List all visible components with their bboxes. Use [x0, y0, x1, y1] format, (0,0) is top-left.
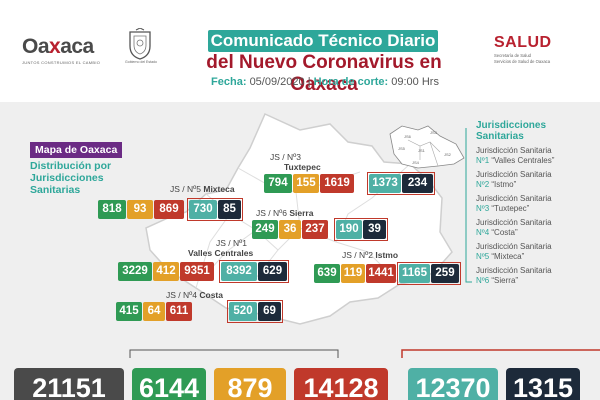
map-title: Mapa de Oaxaca — [30, 142, 123, 158]
salud-sub-2: Servicios de Salud de Oaxaca — [494, 59, 551, 64]
salud-logo: SALUD Secretaría de Salud Servicios de S… — [494, 34, 552, 64]
legend-item: Jurisdicción Sanitaria Nº6 “Sierra” — [476, 266, 552, 285]
js1-frame — [219, 260, 289, 283]
js1-value-orange: 412 — [153, 262, 179, 281]
legend-item: Jurisdicción Sanitaria Nº5 “Mixteca” — [476, 242, 552, 261]
js5-value-teal: 730 — [189, 200, 217, 219]
js2-value-teal: 1165 — [399, 264, 430, 283]
js2-value-green: 639 — [314, 264, 340, 283]
mini-label-js4: JS4 — [412, 160, 420, 165]
js5-value-red: 869 — [154, 200, 184, 219]
total-green: 6144 — [132, 368, 206, 400]
title-line-2: del Nuevo Coronavirus en Oaxaca — [206, 52, 442, 95]
js6-frame — [334, 218, 388, 241]
js2-label: JS / Nº2 Istmo — [342, 250, 399, 260]
legend-item: Jurisdicción Sanitaria Nº4 “Costa” — [476, 218, 552, 237]
header: Oaxaca JUNTOS CONSTRUIMOS EL CAMBIO Gobi… — [0, 0, 600, 102]
js1-label: JS / Nº1 — [216, 238, 247, 248]
js3-value-teal: 1373 — [369, 174, 401, 193]
time-label: Hora de corte: — [313, 76, 389, 88]
government-seal-icon — [129, 28, 151, 60]
legend-list: Jurisdicción Sanitaria Nº1 “Valles Centra… — [476, 146, 594, 290]
js3-value-red: 1619 — [320, 174, 354, 193]
oaxaca-logo: Oaxaca JUNTOS CONSTRUIMOS EL CAMBIO — [22, 35, 100, 65]
legend-title: Jurisdicciones Sanitarias — [476, 120, 547, 142]
time-value: 09:00 Hrs — [391, 76, 439, 88]
js5-value-navy: 85 — [218, 200, 241, 219]
salud-word: SALUD — [494, 34, 552, 51]
date-line: Fecha: 05/09/2020 | Hora de corte: 09:00… — [190, 75, 460, 89]
total-navy: 1315 — [506, 368, 580, 400]
mini-map: JS6 JS3 JS5 JS1 JS4 JS2 — [389, 125, 465, 169]
js4-value-orange: 64 — [143, 302, 165, 321]
date-separator: | — [307, 76, 311, 88]
total-orange: 879 — [214, 368, 286, 400]
oaxaca-logo-tagline: JUNTOS CONSTRUIMOS EL CAMBIO — [22, 60, 101, 65]
js5-frame — [187, 198, 243, 221]
js6-value-teal: 190 — [336, 220, 362, 239]
title-line-1: Comunicado Técnico Diario — [208, 30, 438, 52]
map-panel: JS6 JS3 JS5 JS1 JS4 JS2 Mapa de Oaxaca D… — [0, 102, 600, 400]
js6-label: JS / Nº6 Sierra — [256, 208, 314, 218]
map-subtitle: Distribución por Jurisdicciones Sanitari… — [30, 160, 112, 196]
legend-item: Jurisdicción Sanitaria Nº1 “Valles Centra… — [476, 146, 555, 165]
total-red: 14128 — [294, 368, 388, 400]
js4-frame — [227, 300, 283, 323]
js6-value-red: 237 — [302, 220, 328, 239]
js6-value-orange: 36 — [279, 220, 301, 239]
js6-value-navy: 39 — [363, 220, 386, 239]
js2-value-red: 1441 — [366, 264, 396, 283]
oaxaca-logo-word: Oaxaca — [22, 35, 94, 58]
js4-value-navy: 69 — [258, 302, 281, 321]
js2-frame — [397, 262, 461, 285]
legend-item: Jurisdicción Sanitaria Nº2 “Istmo” — [476, 170, 552, 189]
js4-value-red: 611 — [166, 302, 192, 321]
mini-label-js1: JS1 — [418, 148, 426, 153]
js3-label: JS / Nº3 — [270, 152, 301, 162]
date-label: Fecha: — [211, 76, 247, 88]
total-gray: 21151 — [14, 368, 124, 400]
js3-frame — [367, 172, 435, 195]
js5-label: JS / Nº5 Mixteca — [170, 184, 235, 194]
mini-label-js6: JS6 — [404, 134, 412, 139]
government-label: Gobierno del Estado — [125, 60, 157, 64]
js4-value-green: 415 — [116, 302, 142, 321]
mini-label-js2: JS2 — [444, 152, 452, 157]
mini-label-js3: JS3 — [430, 130, 438, 135]
date-value: 05/09/2020 — [249, 76, 305, 88]
js1-name: Valles Centrales — [188, 248, 254, 258]
js3-name: Tuxtepec — [284, 162, 321, 172]
salud-sub-1: Secretaría de Salud — [494, 53, 532, 58]
total-teal: 12370 — [408, 368, 498, 400]
js5-value-green: 818 — [98, 200, 126, 219]
legend-item: Jurisdicción Sanitaria Nº3 “Tuxtepec” — [476, 194, 552, 213]
js1-value-teal: 8392 — [221, 262, 257, 281]
js2-value-navy: 259 — [431, 264, 459, 283]
mini-label-js5: JS5 — [398, 146, 406, 151]
js5-value-orange: 93 — [127, 200, 153, 219]
js4-label: JS / Nº4 Costa — [166, 290, 223, 300]
js3-value-orange: 155 — [293, 174, 319, 193]
js1-value-navy: 629 — [258, 262, 287, 281]
js6-value-green: 249 — [252, 220, 278, 239]
js3-value-navy: 234 — [402, 174, 433, 193]
js3-value-green: 794 — [264, 174, 292, 193]
js4-value-teal: 520 — [229, 302, 257, 321]
js1-value-green: 3229 — [118, 262, 152, 281]
js2-value-orange: 119 — [341, 264, 365, 283]
js1-value-red: 9351 — [180, 262, 214, 281]
